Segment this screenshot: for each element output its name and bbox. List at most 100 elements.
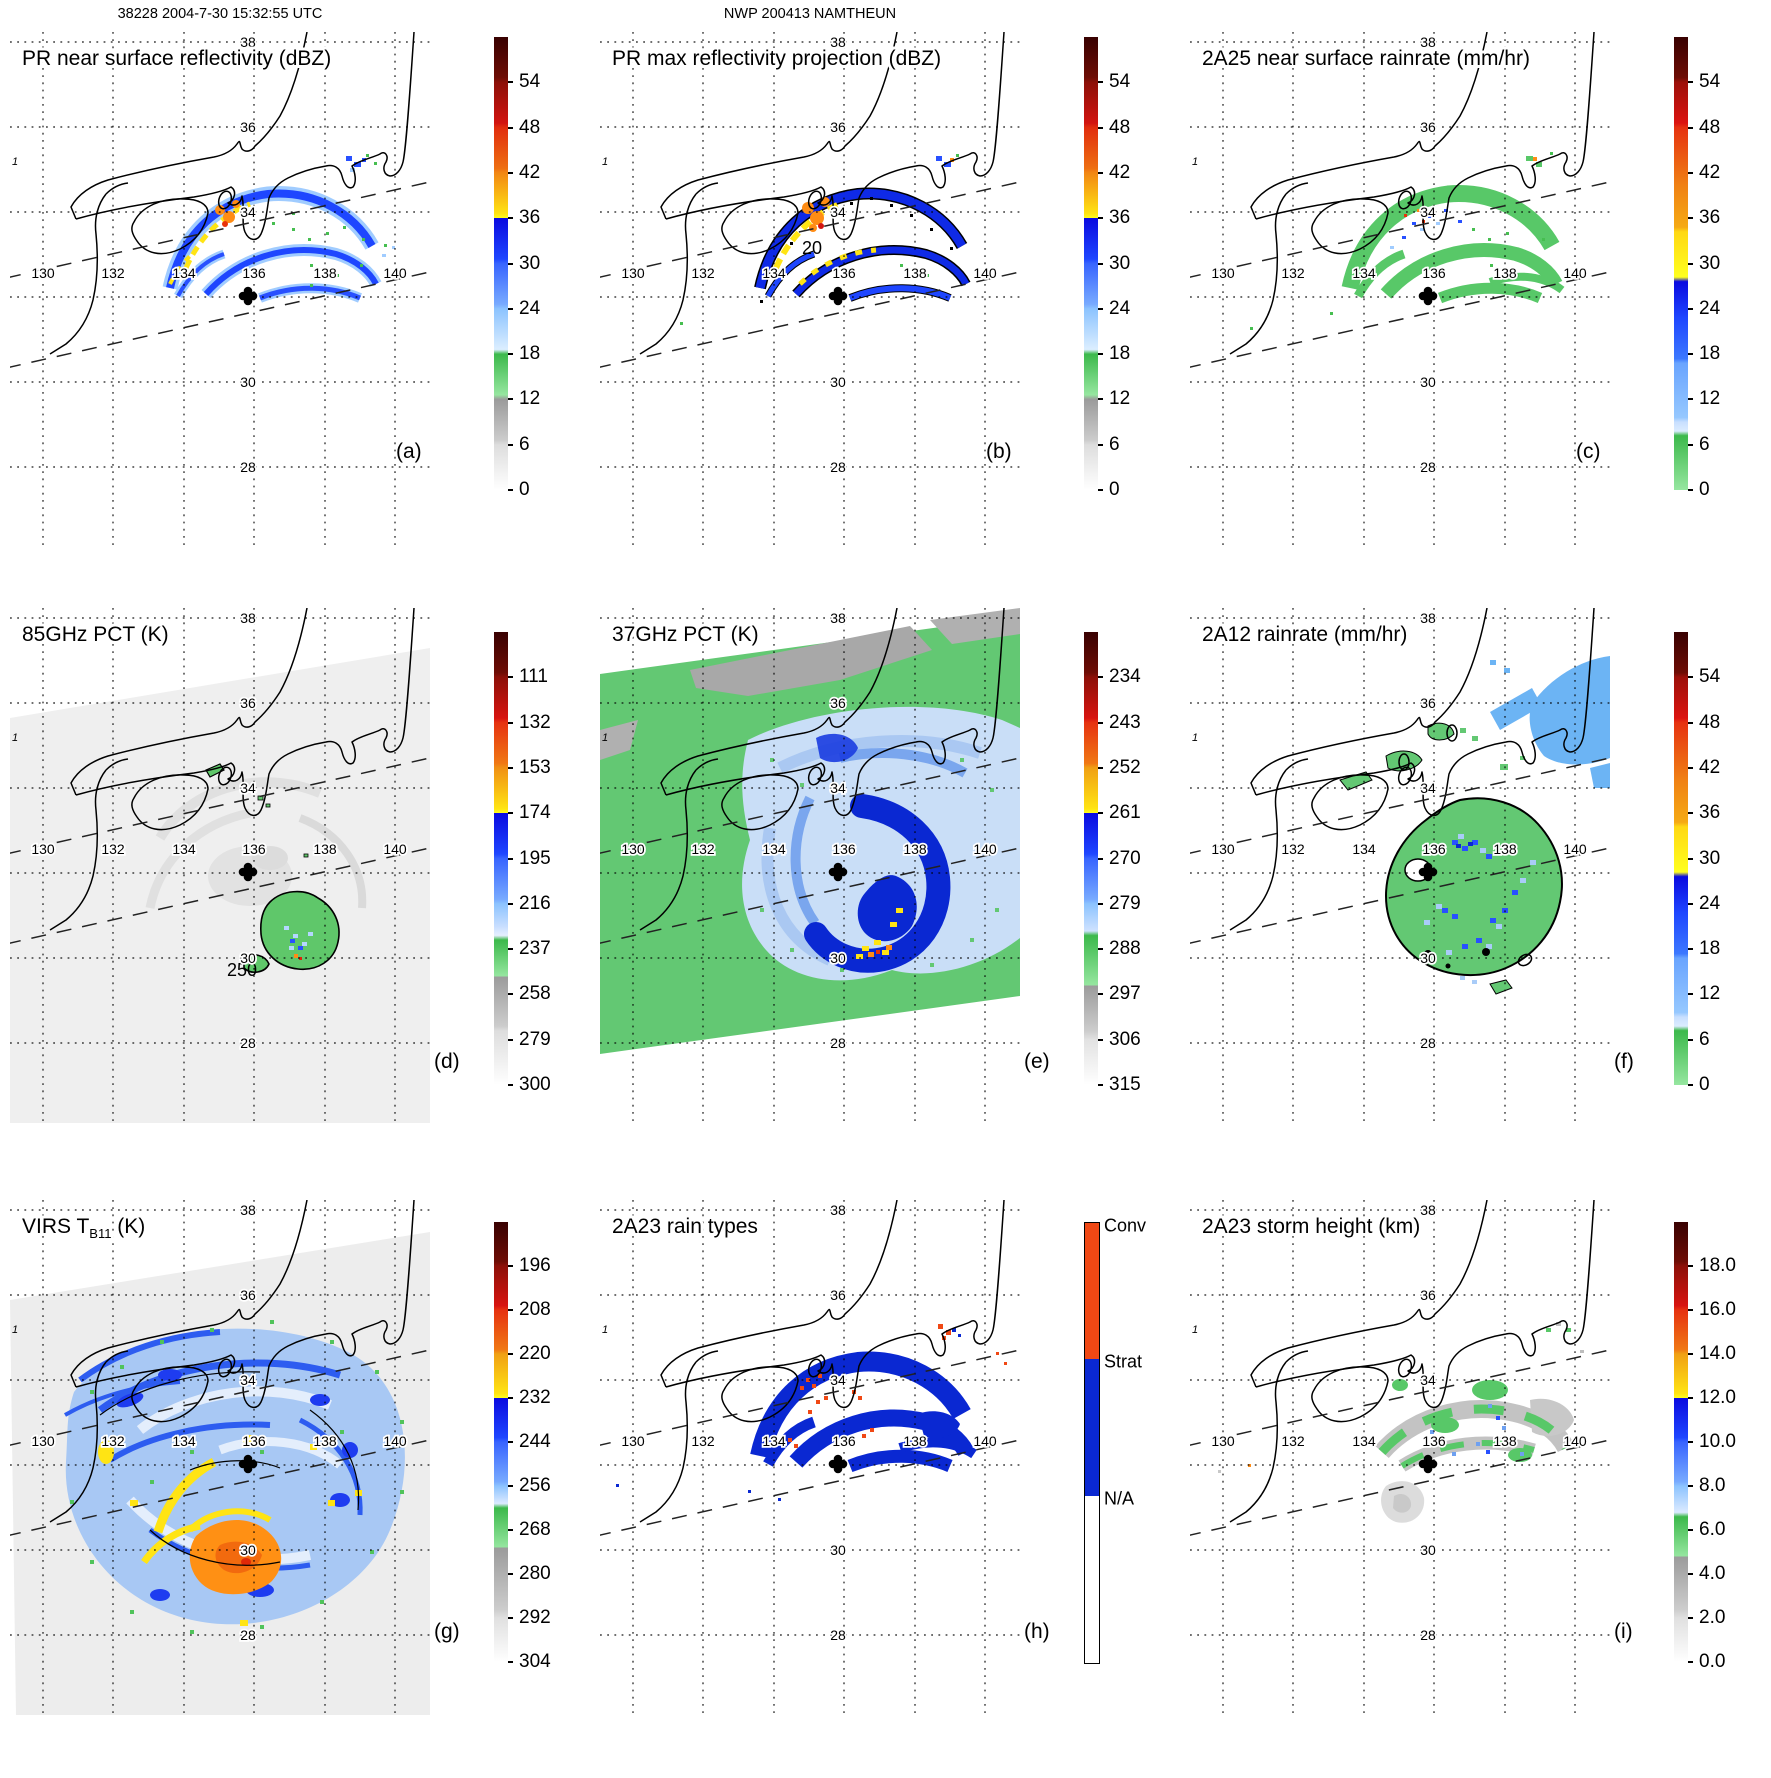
lat-label: 34 [1420,1372,1436,1388]
grid-labels: 38 36 34 30 28 130 132 134 136 138 140 1 [602,608,999,1053]
lon-label: 134 [1352,841,1376,857]
colorbar-tick-label: 315 [1109,1074,1141,1095]
grid-labels: 38 36 34 30 28 130 132 134 136 138 140 1 [12,32,409,477]
map-panel-d: 250 38 36 34 30 28 130 132 134 136 138 140 1 85GHz … [10,608,430,1123]
colorbar-tick [1688,217,1693,220]
panel-title: VIRS TB11 (K) [22,1215,145,1241]
lon-label: 130 [621,841,645,857]
colorbar-tick [1688,1265,1693,1267]
colorbar-tick-label: 288 [1109,938,1141,960]
lon-label: 138 [903,1433,927,1449]
colorbar-tick [1098,812,1103,815]
colorbar-tick [508,948,513,951]
colorbar-tick-label: 54 [1109,71,1131,93]
lat-label: 28 [1420,1035,1436,1051]
colorbar-tick-label: 2.0 [1699,1607,1726,1628]
colorbar-tick-label: 6.0 [1699,1519,1726,1540]
colorbar-tick [1098,766,1103,769]
colorbar-tick [1688,676,1693,679]
colorbar-tick-label: 42 [1699,161,1721,183]
panel-letter: (h) [1024,1620,1050,1643]
colorbar-tick [1688,1038,1693,1041]
colorbar-tick [1098,857,1103,860]
colorbar-tick [508,1309,513,1311]
scan-header: 38228 2004-7-30 15:32:55 UTC [117,6,323,22]
lat-label: 38 [1420,610,1436,626]
colorbar-tick [508,217,513,220]
colorbar-tick [1688,489,1693,491]
colorbar-tick-label: 132 [519,711,551,733]
lat-label: 38 [830,34,846,50]
panel-letter: (b) [986,440,1012,463]
colorbar-tick-label: 18 [519,343,541,365]
lat-label: 38 [240,34,256,50]
colorbar-tick-label: 24 [1699,297,1721,319]
panel-b: 20 38 36 34 30 28 130 132 134 136 138 140 1 PR max … [590,22,1180,610]
colorbar-tick-label: 24 [1699,892,1721,914]
lat-label: 34 [1420,204,1436,220]
lon-label: 138 [1493,841,1517,857]
lat-label: 30 [830,950,846,966]
colorbar-tick [1098,721,1103,724]
lat-label: 36 [240,695,256,711]
colorbar-tick-label: 42 [1109,161,1131,183]
colorbar-tick-label: 48 [1109,116,1131,138]
colorbar-tick-label: 36 [1699,802,1721,824]
colorbar-tick-label: 208 [519,1299,551,1320]
lat-label: 34 [240,1372,256,1388]
colorbar-tick-label: 6 [1109,433,1120,455]
lat-label: 36 [1420,1287,1436,1303]
colorbar-storm-height: 18.0 16.0 14.0 12.0 10.0 8.0 6.0 4.0 2.0 0.0 [1674,1222,1766,1672]
map-panel-a: 38 36 34 30 28 130 132 134 136 138 140 1 PR near su… [10,32,430,547]
data-layer-rain-types [616,1324,1007,1501]
edge-mark: 1 [1192,732,1198,744]
colorbar-tick [508,766,513,769]
lat-label: 38 [1420,1202,1436,1218]
colorbar-tick [508,398,513,401]
colorbar-tick [1098,443,1103,446]
lon-label: 140 [973,1433,997,1449]
colorbar-tick [1688,948,1693,951]
lon-label: 138 [903,265,927,281]
colorbar-tick-label: 280 [519,1563,551,1584]
lon-label: 140 [383,841,407,857]
data-layer-storm-height [1218,1322,1584,1523]
colorbar-tick-label: 54 [1699,71,1721,93]
lon-label: 134 [172,841,196,857]
lat-label: 30 [1420,1542,1436,1558]
panel-c: 38 36 34 30 28 130 132 134 136 138 140 1 2A25 near … [1180,22,1770,610]
colorbar-tick [1688,1529,1693,1531]
colorbar-tick [508,1397,513,1399]
grid-labels: 38 36 34 30 28 130 132 134 136 138 140 1 [1192,1200,1589,1645]
colorbar-tick [1098,217,1103,220]
lat-label: 36 [240,119,256,135]
colorbar-gradient [494,37,508,490]
lat-label: 38 [830,1202,846,1218]
lon-label: 132 [691,841,715,857]
lat-label: 28 [830,1035,846,1051]
contour-label-20: 20 [802,238,822,258]
colorbar-tick-label: 10.0 [1699,1431,1736,1452]
colorbar-gradient [1084,37,1098,490]
panel-letter: (g) [434,1620,460,1643]
lon-label: 136 [832,265,856,281]
lon-label: 132 [691,265,715,281]
colorbar-tick-label: 54 [519,71,541,93]
colorbar-tick-label: 18 [1699,343,1721,365]
colorbar-tick [1098,398,1103,401]
lon-label: 130 [1211,265,1235,281]
colorbar-tick-label: 268 [519,1519,551,1540]
colorbar-tick [1688,398,1693,401]
colorbar-tick [1098,307,1103,310]
lon-label: 130 [1211,841,1235,857]
edge-mark: 1 [12,1324,18,1336]
colorbar-tick-label: 0 [1109,479,1120,500]
lon-label: 134 [762,265,786,281]
lon-label: 132 [691,1433,715,1449]
colorbar-tick-label: 220 [519,1343,551,1364]
grid-labels: 38 36 34 30 28 130 132 134 136 138 140 1 [602,1200,999,1645]
colorbar-virs: 196 208 220 232 244 256 268 280 292 304 [494,1222,586,1672]
colorbar-segment [1085,1495,1099,1663]
contour-label-250: 250 [227,960,257,980]
lon-label: 132 [1281,1433,1305,1449]
